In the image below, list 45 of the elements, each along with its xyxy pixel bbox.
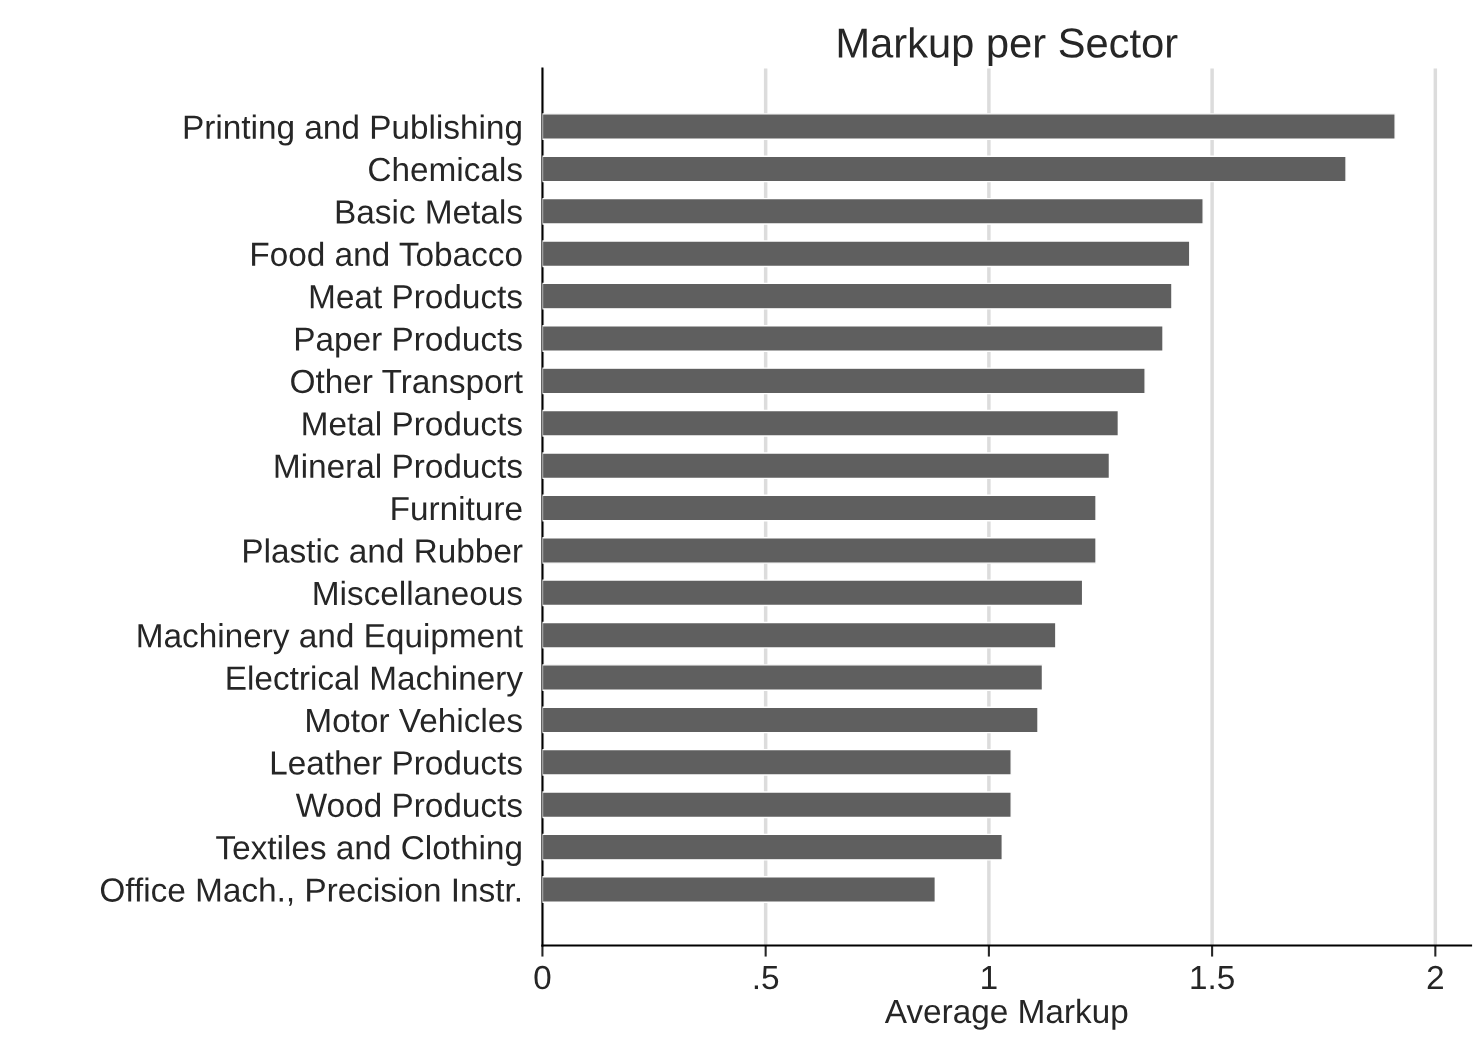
x-tick-label: 2	[1427, 965, 1443, 990]
bar	[542, 537, 1097, 564]
x-tick-label: 0	[534, 965, 551, 990]
x-tick-label: .5	[754, 966, 779, 990]
bar	[542, 367, 1146, 395]
bar	[542, 240, 1191, 268]
y-tick-label: Other Transport	[291, 368, 523, 400]
bar	[542, 876, 937, 903]
y-tick-label: Food and Tobacco	[252, 241, 522, 267]
y-tick-label: Textiles and Clothing	[216, 835, 521, 867]
y-tick-label: Wood Products	[295, 792, 522, 818]
y-tick-label: Meat Products	[310, 284, 522, 309]
x-tick-label: 1.5	[1191, 966, 1234, 990]
bar	[542, 579, 1084, 607]
y-tick-label: Chemicals	[369, 156, 522, 182]
y-tick-label: Basic Metals	[336, 199, 522, 224]
x-tick-label: 1	[982, 966, 997, 990]
y-tick-label: Machinery and Equipment	[138, 623, 523, 655]
bar	[542, 791, 1012, 819]
bar	[542, 706, 1039, 734]
y-tick-label: Plastic and Rubber	[244, 538, 523, 563]
bar	[542, 113, 1396, 140]
bar	[542, 409, 1120, 437]
y-tick-label: Office Mach., Precision Instr.	[100, 877, 520, 906]
y-tick-label: Leather Products	[271, 750, 522, 775]
y-tick-label: Miscellaneous	[314, 580, 522, 606]
y-tick-label: Metal Products	[303, 411, 522, 436]
bar	[542, 282, 1173, 310]
bar	[542, 155, 1347, 183]
y-tick-label: Electrical Machinery	[227, 665, 523, 697]
y-tick-label: Printing and Publishing	[184, 114, 521, 146]
bar	[542, 452, 1111, 480]
bar	[542, 325, 1164, 352]
bar	[542, 748, 1012, 776]
bar	[542, 197, 1204, 225]
y-tick-label: Furniture	[392, 495, 522, 521]
x-axis-title: Average Markup	[884, 998, 1128, 1030]
y-tick-label: Motor Vehicles	[307, 707, 522, 733]
chart-title: Markup per Sector	[838, 27, 1178, 67]
bar	[542, 494, 1097, 522]
bar	[542, 664, 1044, 691]
bar	[542, 833, 1003, 861]
bar	[542, 621, 1057, 649]
y-tick-label: Paper Products	[295, 326, 522, 358]
y-tick-label: Mineral Products	[275, 453, 522, 479]
